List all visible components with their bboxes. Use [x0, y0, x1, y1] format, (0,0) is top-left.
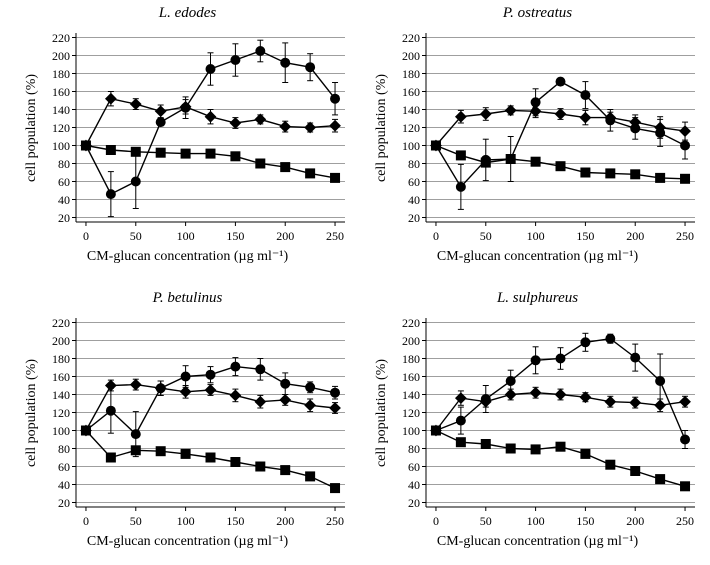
- x-tick-label: 50: [121, 515, 151, 527]
- x-tick-label: 100: [521, 230, 551, 242]
- y-tick-label: 220: [394, 32, 420, 44]
- x-tick-label: 200: [270, 515, 300, 527]
- x-tick-label: 150: [220, 515, 250, 527]
- y-tick-label: 180: [394, 353, 420, 365]
- y-tick-label: 60: [394, 176, 420, 188]
- y-tick-label: 40: [394, 479, 420, 491]
- x-tick-label: 0: [71, 515, 101, 527]
- x-tick-label: 250: [320, 515, 350, 527]
- y-tick-label: 180: [44, 353, 70, 365]
- y-tick-label: 200: [44, 50, 70, 62]
- y-tick-label: 160: [394, 86, 420, 98]
- x-tick-label: 50: [121, 230, 151, 242]
- x-tick-label: 200: [620, 515, 650, 527]
- y-tick-label: 100: [44, 140, 70, 152]
- y-tick-label: 80: [394, 158, 420, 170]
- y-tick-label: 120: [44, 122, 70, 134]
- y-tick-label: 220: [394, 317, 420, 329]
- x-tick-label: 0: [71, 230, 101, 242]
- y-tick-label: 140: [44, 389, 70, 401]
- chart-panel-pbetulinus: P. betulinuscell population (%)CM-glucan…: [20, 290, 355, 555]
- y-tick-label: 220: [44, 32, 70, 44]
- y-tick-label: 100: [394, 140, 420, 152]
- x-tick-label: 50: [471, 230, 501, 242]
- y-tick-label: 160: [44, 371, 70, 383]
- y-tick-label: 200: [44, 335, 70, 347]
- figure-root: L. edodescell population (%)CM-glucan co…: [0, 0, 710, 565]
- x-tick-label: 100: [171, 515, 201, 527]
- y-tick-label: 20: [394, 212, 420, 224]
- y-tick-label: 80: [394, 443, 420, 455]
- y-tick-label: 100: [44, 425, 70, 437]
- y-tick-label: 180: [44, 68, 70, 80]
- x-tick-label: 0: [421, 515, 451, 527]
- y-tick-label: 160: [394, 371, 420, 383]
- x-tick-label: 150: [570, 515, 600, 527]
- y-tick-label: 80: [44, 443, 70, 455]
- y-tick-label: 100: [394, 425, 420, 437]
- y-tick-label: 40: [394, 194, 420, 206]
- y-tick-label: 20: [44, 212, 70, 224]
- y-tick-label: 140: [44, 104, 70, 116]
- y-tick-label: 220: [44, 317, 70, 329]
- chart-panel-ledodes: L. edodescell population (%)CM-glucan co…: [20, 5, 355, 270]
- y-tick-label: 140: [394, 104, 420, 116]
- y-tick-label: 120: [394, 122, 420, 134]
- x-tick-label: 100: [521, 515, 551, 527]
- y-tick-label: 160: [44, 86, 70, 98]
- x-tick-label: 200: [620, 230, 650, 242]
- y-tick-label: 20: [44, 497, 70, 509]
- y-tick-label: 120: [44, 407, 70, 419]
- x-tick-label: 250: [670, 515, 700, 527]
- x-tick-label: 150: [220, 230, 250, 242]
- y-tick-label: 200: [394, 335, 420, 347]
- y-tick-label: 140: [394, 389, 420, 401]
- x-tick-label: 250: [320, 230, 350, 242]
- x-tick-label: 0: [421, 230, 451, 242]
- x-tick-label: 100: [171, 230, 201, 242]
- y-tick-label: 20: [394, 497, 420, 509]
- chart-panel-postreatus: P. ostreatuscell population (%)CM-glucan…: [370, 5, 705, 270]
- x-tick-label: 150: [570, 230, 600, 242]
- y-tick-label: 120: [394, 407, 420, 419]
- y-tick-label: 180: [394, 68, 420, 80]
- x-tick-label: 50: [471, 515, 501, 527]
- y-tick-label: 60: [394, 461, 420, 473]
- y-tick-label: 40: [44, 479, 70, 491]
- y-tick-label: 200: [394, 50, 420, 62]
- y-tick-label: 40: [44, 194, 70, 206]
- y-tick-label: 60: [44, 461, 70, 473]
- x-tick-label: 200: [270, 230, 300, 242]
- y-tick-label: 60: [44, 176, 70, 188]
- chart-panel-lsulphureus: L. sulphureuscell population (%)CM-gluca…: [370, 290, 705, 555]
- x-tick-label: 250: [670, 230, 700, 242]
- y-tick-label: 80: [44, 158, 70, 170]
